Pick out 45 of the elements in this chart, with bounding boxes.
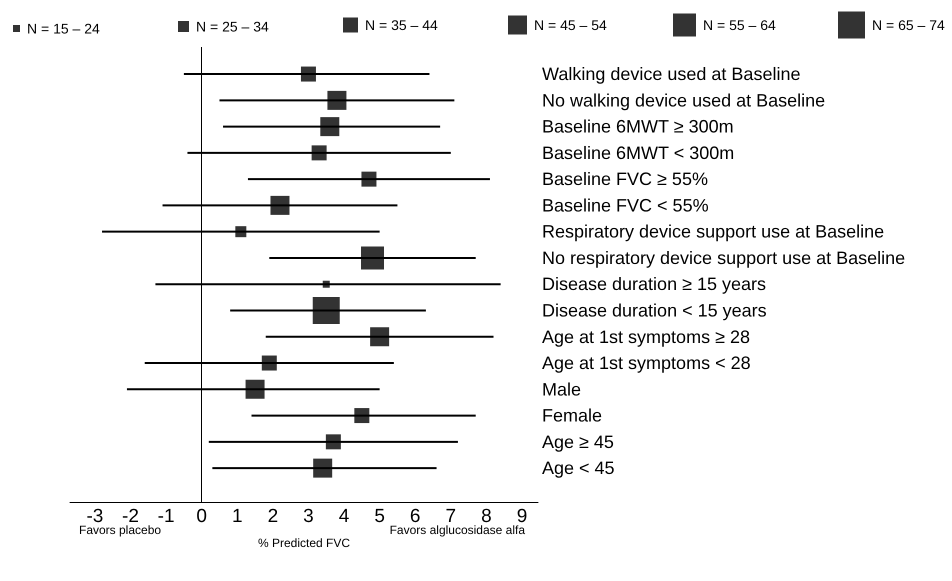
point xyxy=(354,408,370,424)
x-tick-label: 4 xyxy=(338,506,350,527)
x-tick-label: 1 xyxy=(232,506,243,527)
point xyxy=(361,246,384,270)
y-tick-label: Age at 1st symptoms ≥ 28 xyxy=(542,326,750,347)
legend-label: N = 25 – 34 xyxy=(196,18,269,34)
y-tick-label: Baseline 6MWT < 300m xyxy=(542,142,734,163)
point xyxy=(300,66,316,82)
point xyxy=(326,434,341,450)
point xyxy=(327,90,346,110)
y-tick-label: Baseline 6MWT ≥ 300m xyxy=(542,116,734,137)
point xyxy=(312,296,340,324)
legend-label: N = 35 – 44 xyxy=(365,17,438,33)
x-tick-label: 0 xyxy=(196,506,207,527)
y-tick-label: Disease duration ≥ 15 years xyxy=(542,274,766,294)
x-axis-title: % Predicted FVC xyxy=(258,536,350,550)
y-tick-label: Male xyxy=(542,379,582,400)
point xyxy=(320,117,340,136)
point xyxy=(246,380,265,399)
point xyxy=(313,458,332,478)
y-tick-label: Walking device used at Baseline xyxy=(542,64,800,84)
y-tick-label: Female xyxy=(542,406,602,426)
point xyxy=(270,196,290,215)
x-tick-label: 5 xyxy=(374,506,385,527)
y-tick-label: Baseline FVC ≥ 55% xyxy=(542,169,708,190)
legend-label: N = 15 – 24 xyxy=(27,20,100,36)
point xyxy=(262,356,277,371)
x-tick-label: 3 xyxy=(303,506,314,527)
y-tick-label: Disease duration < 15 years xyxy=(542,300,767,320)
y-tick-label: Baseline FVC < 55% xyxy=(542,195,709,216)
legend-label: N = 45 – 54 xyxy=(534,17,607,33)
legend-label: N = 65 – 74 xyxy=(872,17,945,33)
point xyxy=(322,280,330,288)
point xyxy=(361,172,376,187)
y-tick-label: Age ≥ 45 xyxy=(542,432,614,452)
y-tick-label: No walking device used at Baseline xyxy=(542,90,826,110)
y-tick-label: Respiratory device support use at Baseline xyxy=(542,222,884,242)
point xyxy=(312,145,327,160)
point xyxy=(370,327,390,346)
y-tick-label: Age < 45 xyxy=(542,458,615,478)
y-tick-label: No respiratory device support use at Baseline xyxy=(542,248,906,268)
point xyxy=(235,226,246,238)
x-tick-label: 2 xyxy=(268,506,278,527)
legend-label: N = 55 – 64 xyxy=(703,17,776,33)
y-tick-label: Age at 1st symptoms < 28 xyxy=(542,353,751,374)
